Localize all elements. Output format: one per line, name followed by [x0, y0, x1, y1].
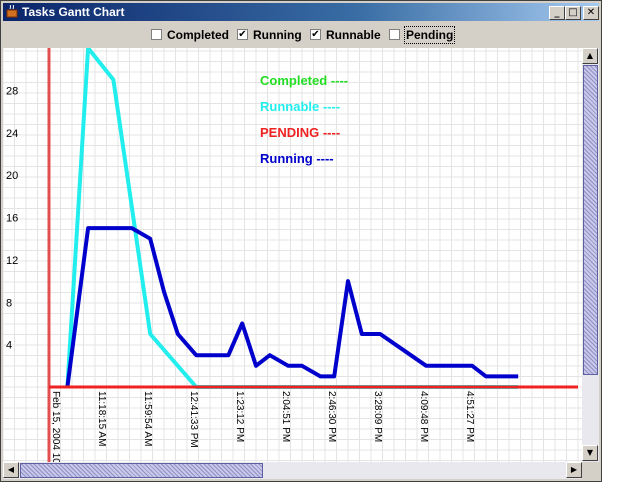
minimize-button[interactable]: _	[549, 6, 565, 20]
legend-entry: Completed ----	[260, 73, 348, 88]
gantt-window: Tasks Gantt Chart _ □ ✕ Completed ✔ Runn…	[0, 0, 602, 482]
y-tick-label: 16	[6, 213, 18, 225]
legend-entry: PENDING ----	[260, 125, 340, 140]
series-line-running	[65, 226, 519, 388]
x-tick-label: Feb 15, 2004 10:3	[50, 391, 61, 462]
filter-toolbar: Completed ✔ Running ✔ Runnable Pending	[3, 22, 599, 48]
x-tick-label: 12:41:33 PM	[188, 391, 199, 448]
pending-label: Pending	[403, 26, 456, 44]
legend-entry: Runnable ----	[260, 99, 340, 114]
scrollbar-corner	[582, 462, 599, 479]
completed-checkbox-box[interactable]	[151, 29, 162, 40]
scroll-up-arrow-icon[interactable]: ▲	[582, 48, 598, 64]
pending-checkbox-box[interactable]	[389, 29, 400, 40]
maximize-button[interactable]: □	[565, 6, 581, 20]
x-tick-label: 11:59:54 AM	[142, 391, 153, 446]
close-button[interactable]: ✕	[583, 6, 599, 20]
y-tick-label: 28	[6, 85, 18, 97]
vertical-scrollbar[interactable]: ▲ ▼	[582, 48, 599, 462]
chart-area: 28 24 20 16 12 8 4 Feb 15, 2004 10:3 11:18:15 AM…	[3, 48, 582, 462]
window-title: Tasks Gantt Chart	[22, 5, 125, 19]
completed-label: Completed	[167, 28, 230, 42]
scroll-right-arrow-icon[interactable]: ▶	[566, 462, 582, 478]
x-tick-label: 1:23:12 PM	[234, 391, 245, 442]
x-tick-label: 3:28:09 PM	[372, 391, 383, 442]
y-tick-label: 12	[6, 255, 18, 267]
running-checkbox-box[interactable]: ✔	[237, 29, 248, 40]
runnable-checkbox-box[interactable]: ✔	[310, 29, 321, 40]
vertical-scroll-thumb[interactable]	[583, 65, 598, 375]
scroll-down-arrow-icon[interactable]: ▼	[582, 445, 598, 461]
legend-entry: Running ----	[260, 151, 334, 166]
running-label: Running	[253, 28, 302, 42]
horizontal-scroll-thumb[interactable]	[20, 463, 263, 478]
java-app-icon	[6, 5, 18, 18]
y-tick-label: 8	[6, 297, 12, 309]
x-tick-label: 4:51:27 PM	[464, 391, 475, 442]
x-tick-label: 11:18:15 AM	[96, 391, 107, 446]
scroll-left-arrow-icon[interactable]: ◀	[3, 462, 19, 478]
y-tick-label: 24	[6, 128, 18, 140]
title-bar[interactable]: Tasks Gantt Chart _ □ ✕	[3, 3, 599, 21]
x-tick-label: 4:09:48 PM	[418, 391, 429, 442]
gantt-line-chart: 28 24 20 16 12 8 4 Feb 15, 2004 10:3 11:18:15 AM…	[3, 48, 582, 462]
y-tick-label: 20	[6, 170, 18, 182]
runnable-label: Runnable	[326, 28, 381, 42]
horizontal-scrollbar[interactable]: ◀ ▶	[3, 462, 582, 479]
x-tick-label: 2:46:30 PM	[326, 391, 337, 442]
y-tick-label: 4	[6, 340, 12, 352]
x-tick-label: 2:04:51 PM	[280, 391, 291, 442]
